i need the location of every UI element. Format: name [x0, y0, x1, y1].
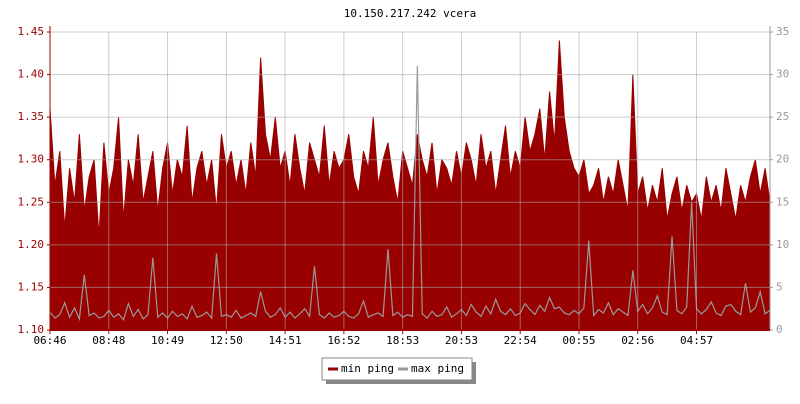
y2-tick-label: 0: [776, 323, 783, 336]
y-tick-label: 1.40: [18, 68, 45, 81]
x-tick-label: 02:56: [621, 334, 654, 347]
x-tick-label: 12:50: [210, 334, 243, 347]
y-tick-label: 1.20: [18, 238, 45, 251]
x-tick-label: 08:48: [92, 334, 125, 347]
y2-tick-label: 35: [776, 25, 789, 38]
x-tick-label: 22:54: [504, 334, 537, 347]
legend-label: min ping: [341, 362, 394, 375]
x-tick-label: 00:55: [562, 334, 595, 347]
legend-box: [321, 357, 473, 381]
y-tick-label: 1.35: [18, 110, 45, 123]
x-tick-label: 06:46: [33, 334, 66, 347]
y2-tick-label: 15: [776, 195, 789, 208]
y2-tick-label: 20: [776, 153, 789, 166]
y-tick-label: 1.45: [18, 25, 45, 38]
y2-tick-label: 5: [776, 280, 783, 293]
x-tick-label: 04:57: [680, 334, 713, 347]
y-tick-label: 1.25: [18, 195, 45, 208]
x-tick-label: 10:49: [151, 334, 184, 347]
x-tick-label: 16:52: [327, 334, 360, 347]
x-tick-label: 20:53: [445, 334, 478, 347]
x-tick-label: 14:51: [269, 334, 302, 347]
x-tick-label: 18:53: [386, 334, 419, 347]
y2-tick-label: 25: [776, 110, 789, 123]
line: [49, 66, 771, 322]
y2-tick-label: 10: [776, 238, 789, 251]
legend-label: max ping: [411, 362, 464, 375]
y2-tick-label: 30: [776, 68, 789, 81]
chart-title: 10.150.217.242 vcera: [344, 7, 476, 20]
y-tick-label: 1.30: [18, 153, 45, 166]
y-tick-label: 1.10: [18, 323, 45, 336]
y-tick-label: 1.15: [18, 280, 45, 293]
